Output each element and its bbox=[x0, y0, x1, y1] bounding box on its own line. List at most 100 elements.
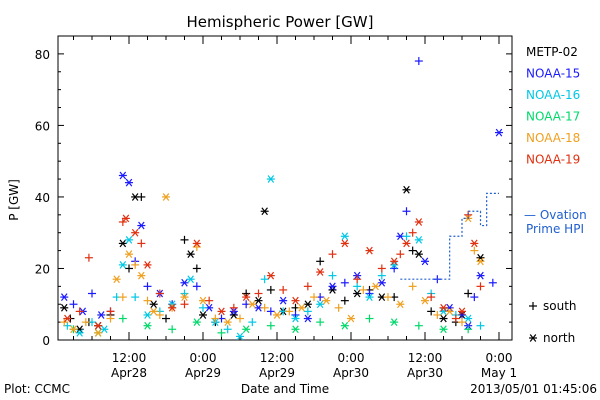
legend-entry: NOAA-19 bbox=[526, 153, 580, 167]
data-point-noaa-18 bbox=[273, 311, 281, 319]
data-point-metp-02 bbox=[60, 303, 69, 312]
data-point-noaa-18 bbox=[445, 307, 454, 316]
data-point-noaa-18 bbox=[285, 307, 294, 316]
footer-left: Plot: CCMC bbox=[4, 382, 70, 396]
data-point-noaa-19 bbox=[458, 307, 466, 316]
data-point-metp-02 bbox=[266, 285, 275, 294]
data-point-metp-02 bbox=[162, 314, 170, 323]
data-point-noaa-16 bbox=[199, 303, 207, 312]
data-point-metp-02 bbox=[464, 289, 473, 298]
data-point-noaa-18 bbox=[310, 293, 318, 302]
data-point-noaa-18 bbox=[433, 310, 442, 319]
data-point-noaa-18 bbox=[155, 310, 164, 319]
data-point-noaa-16 bbox=[236, 332, 244, 341]
data-point-metp-02 bbox=[186, 250, 195, 259]
marker-legend-label: north bbox=[543, 331, 575, 345]
legend-entry: NOAA-17 bbox=[526, 110, 580, 124]
marker-legend-symbol bbox=[529, 302, 537, 310]
data-point-noaa-17 bbox=[266, 321, 275, 330]
data-point-noaa-18 bbox=[60, 318, 69, 327]
data-point-noaa-18 bbox=[125, 250, 133, 259]
data-point-noaa-15 bbox=[328, 282, 337, 291]
x-tick-label: 12:00 bbox=[260, 351, 295, 365]
data-point-metp-02 bbox=[199, 311, 207, 319]
data-point-noaa-19 bbox=[439, 303, 448, 312]
data-point-noaa-19 bbox=[121, 214, 130, 223]
data-point-metp-02 bbox=[340, 296, 349, 305]
ovation-label-1: — Ovation bbox=[524, 208, 587, 222]
data-point-noaa-15 bbox=[97, 311, 106, 319]
data-point-metp-02 bbox=[402, 185, 411, 194]
data-point-noaa-17 bbox=[217, 328, 226, 337]
data-point-noaa-19 bbox=[84, 253, 93, 262]
plot-frame bbox=[57, 35, 513, 341]
data-point-noaa-19 bbox=[137, 239, 146, 248]
data-point-noaa-15 bbox=[476, 271, 485, 280]
data-point-metp-02 bbox=[149, 300, 158, 309]
data-point-noaa-15 bbox=[495, 128, 503, 137]
data-point-noaa-16 bbox=[340, 232, 349, 241]
x-tick-date: May 1 bbox=[481, 366, 517, 380]
data-point-noaa-17 bbox=[316, 318, 325, 327]
data-point-noaa-16 bbox=[100, 325, 109, 334]
ovation-hpi-line bbox=[400, 192, 499, 280]
data-point-noaa-15 bbox=[60, 293, 69, 301]
data-point-metp-02 bbox=[439, 314, 448, 323]
data-point-noaa-19 bbox=[402, 239, 411, 248]
data-point-noaa-19 bbox=[205, 296, 214, 305]
data-point-noaa-15 bbox=[488, 278, 497, 287]
data-point-noaa-15 bbox=[88, 289, 96, 298]
data-point-noaa-15 bbox=[414, 57, 423, 66]
data-point-noaa-19 bbox=[192, 239, 201, 248]
data-point-noaa-18 bbox=[371, 282, 380, 291]
data-point-noaa-18 bbox=[421, 296, 429, 305]
x-tick-label: 0:00 bbox=[338, 351, 365, 365]
data-point-noaa-18 bbox=[260, 303, 269, 312]
data-point-metp-02 bbox=[408, 246, 417, 255]
data-point-noaa-18 bbox=[470, 246, 479, 255]
data-point-noaa-19 bbox=[303, 282, 312, 291]
data-point-noaa-18 bbox=[118, 293, 127, 302]
data-point-metp-02 bbox=[414, 250, 423, 259]
data-point-noaa-19 bbox=[75, 307, 84, 316]
data-point-noaa-16 bbox=[365, 293, 374, 301]
data-point-noaa-15 bbox=[303, 314, 312, 323]
x-tick-date: Apr29 bbox=[259, 366, 295, 380]
y-axis-label: P [GW] bbox=[7, 179, 21, 221]
legend-entry: NOAA-16 bbox=[526, 88, 580, 102]
data-point-noaa-17 bbox=[192, 318, 201, 326]
data-point-noaa-19 bbox=[291, 296, 300, 305]
data-point-metp-02 bbox=[192, 264, 201, 273]
data-point-noaa-19 bbox=[408, 228, 417, 237]
data-point-noaa-15 bbox=[69, 300, 78, 309]
legend-entry: NOAA-18 bbox=[526, 131, 580, 145]
data-point-noaa-15 bbox=[421, 257, 429, 266]
data-point-noaa-19 bbox=[131, 228, 140, 237]
data-point-noaa-16 bbox=[186, 275, 195, 284]
data-point-noaa-15 bbox=[192, 282, 201, 291]
x-tick-date: Apr30 bbox=[333, 366, 369, 380]
data-point-noaa-15 bbox=[180, 278, 189, 287]
data-point-noaa-16 bbox=[353, 282, 362, 291]
marker-legend-label: south bbox=[543, 299, 577, 313]
x-tick-date: Apr29 bbox=[185, 366, 221, 380]
data-point-noaa-19 bbox=[94, 321, 103, 330]
data-point-noaa-16 bbox=[266, 175, 275, 183]
data-point-noaa-18 bbox=[137, 271, 146, 280]
data-point-noaa-17 bbox=[340, 321, 349, 330]
data-point-noaa-16 bbox=[377, 271, 386, 280]
data-point-noaa-16 bbox=[476, 321, 485, 330]
data-point-noaa-19 bbox=[365, 246, 374, 255]
data-point-noaa-18 bbox=[297, 303, 306, 312]
data-point-noaa-18 bbox=[143, 296, 152, 305]
data-point-noaa-19 bbox=[180, 300, 189, 309]
data-point-noaa-18 bbox=[69, 325, 78, 334]
data-point-noaa-18 bbox=[162, 193, 170, 201]
data-point-noaa-17 bbox=[242, 325, 251, 334]
data-point-noaa-17 bbox=[414, 321, 423, 330]
data-point-noaa-19 bbox=[353, 275, 362, 284]
data-point-metp-02 bbox=[427, 307, 436, 316]
data-point-noaa-18 bbox=[180, 293, 189, 301]
y-tick-label: 40 bbox=[35, 191, 50, 205]
data-point-noaa-19 bbox=[63, 314, 72, 323]
